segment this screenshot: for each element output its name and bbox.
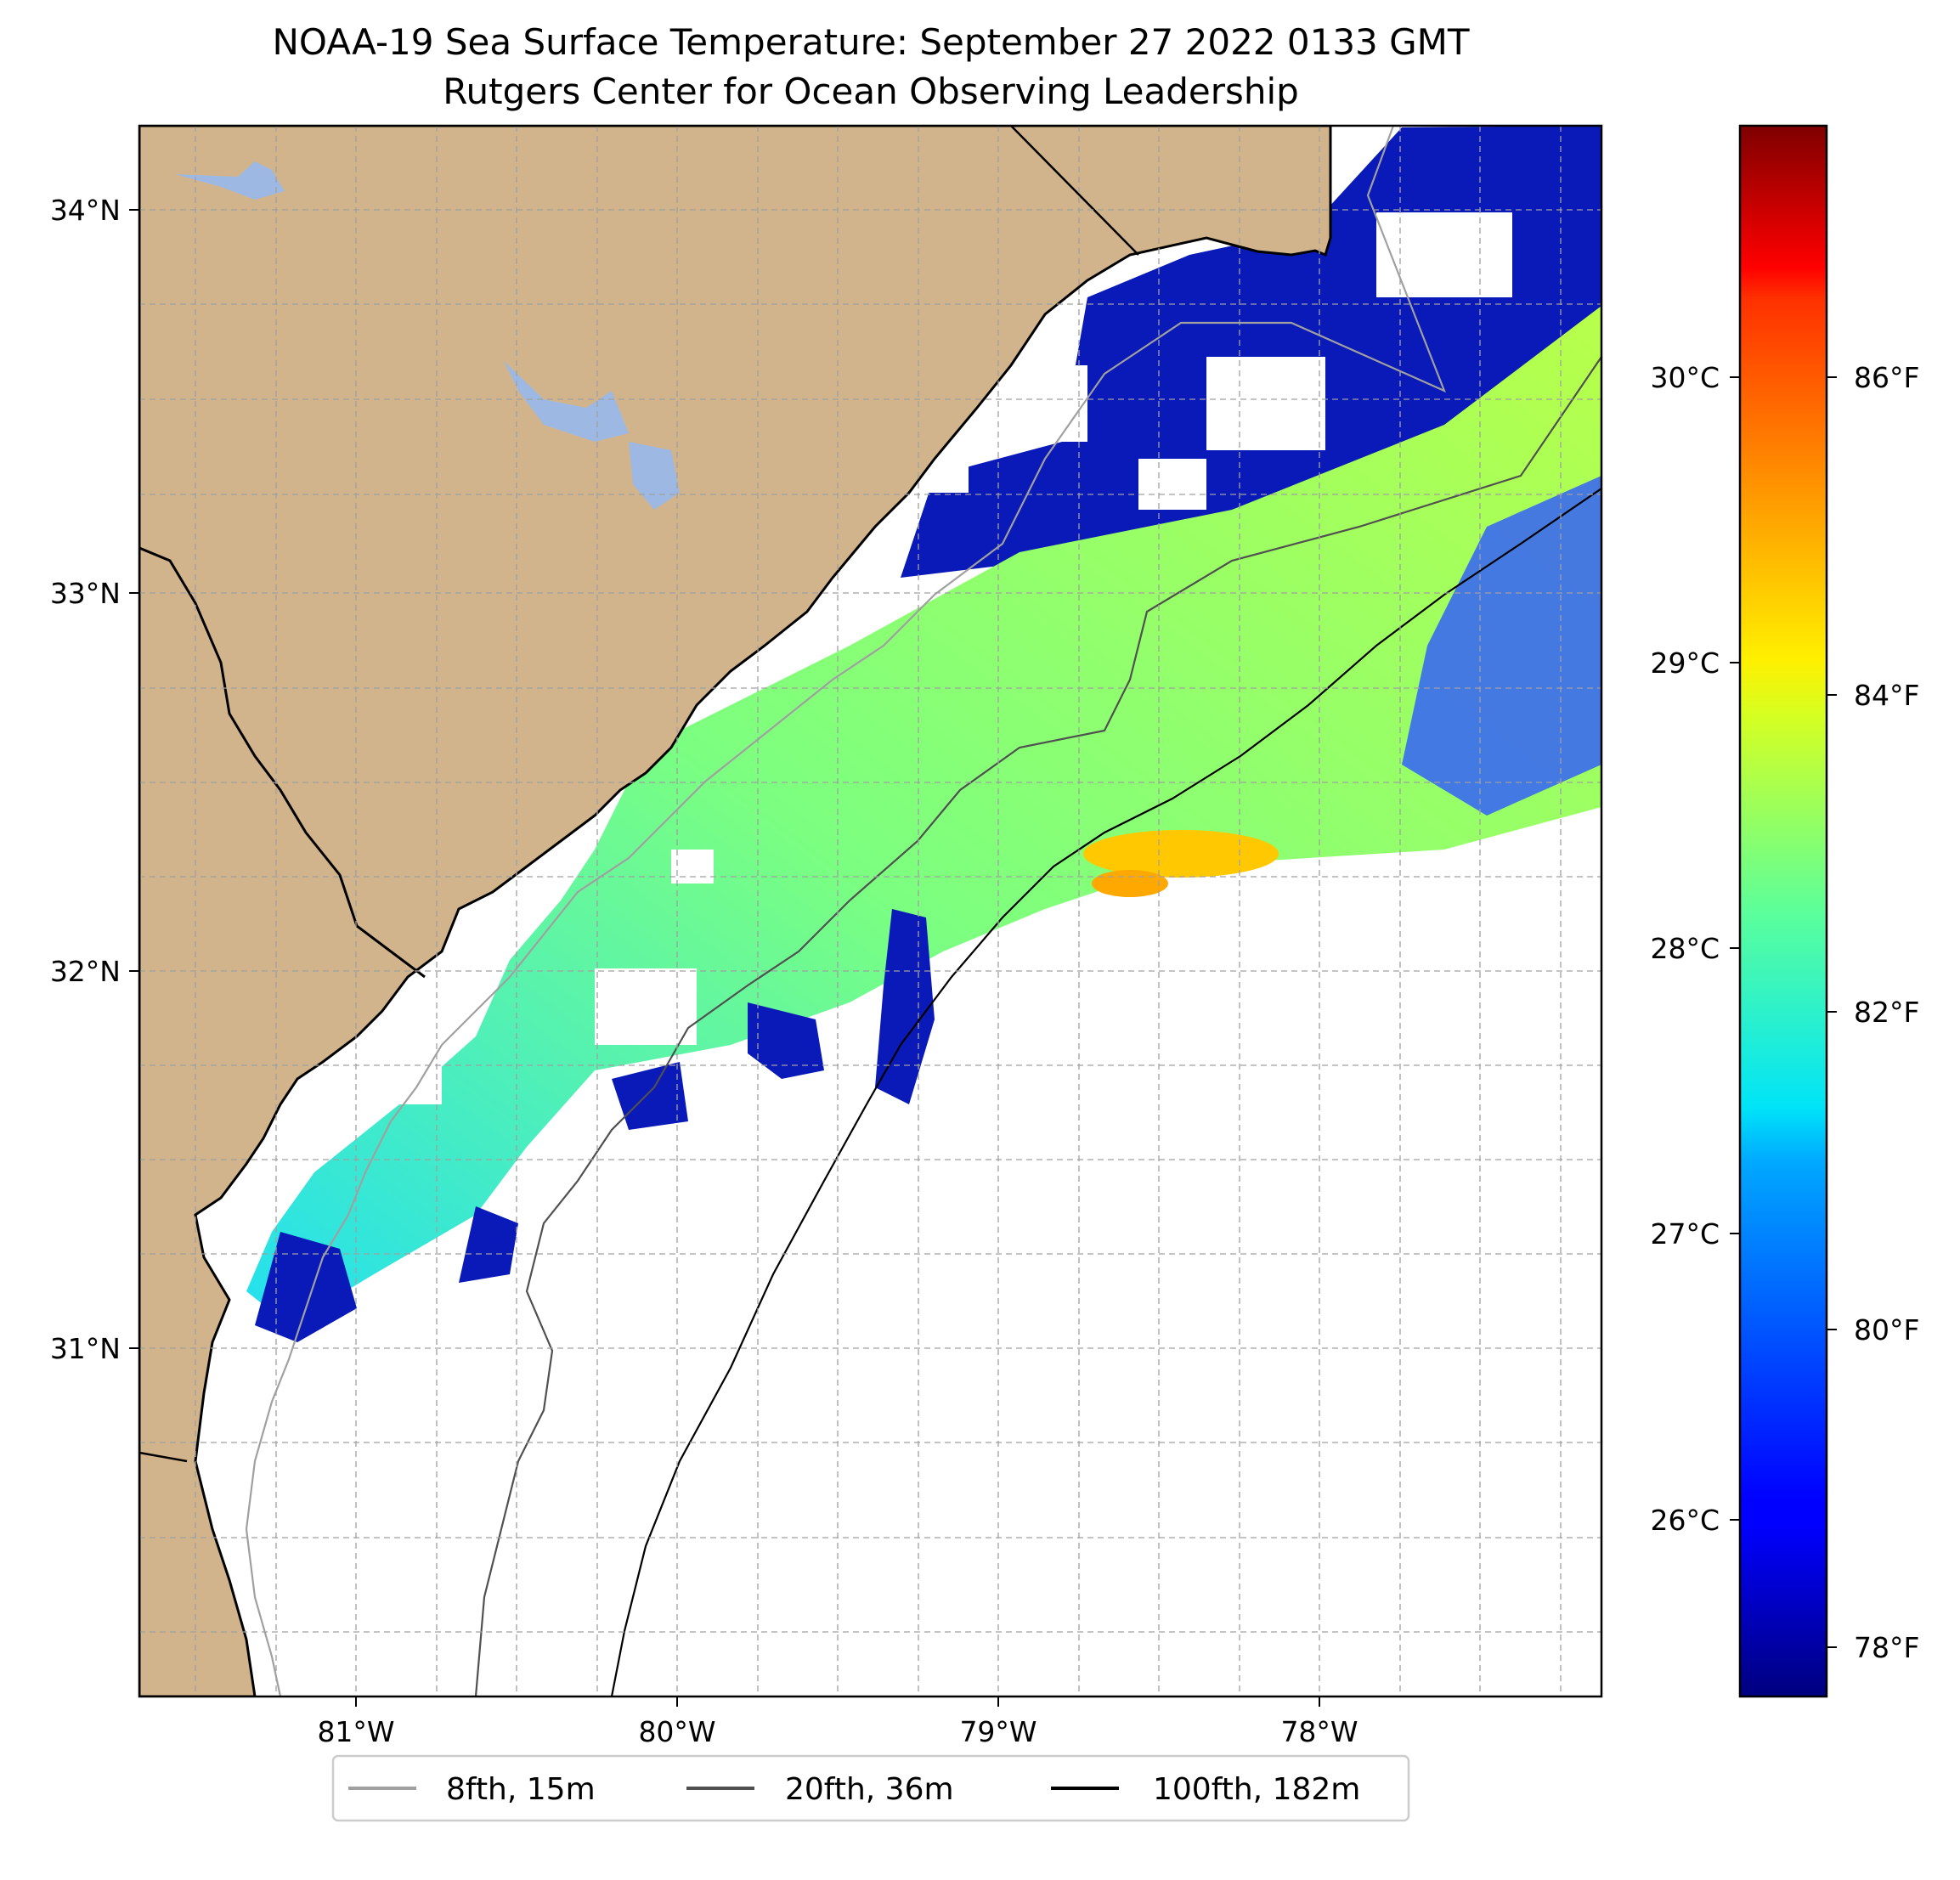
contour-20fth xyxy=(474,356,1601,1697)
colorbar-celsius-ticks: 30°C 29°C 28°C 27°C 26°C xyxy=(1650,361,1740,1537)
sst-cool-pocket-3 xyxy=(255,1232,357,1342)
map-frame xyxy=(138,124,1603,1698)
lon-label-79: 79°W xyxy=(959,1715,1036,1748)
cbar-c-28: 28°C xyxy=(1650,932,1720,965)
sst-east-cool xyxy=(1402,476,1601,816)
lake-moultrie xyxy=(629,442,680,510)
cbar-f-86: 86°F xyxy=(1854,361,1919,394)
cbar-c-30: 30°C xyxy=(1650,361,1720,394)
state-border-2 xyxy=(1010,126,1139,256)
cbar-f-84: 84°F xyxy=(1854,679,1919,712)
state-border-1 xyxy=(139,546,426,979)
lake-murray xyxy=(175,161,285,200)
lon-label-78: 78°W xyxy=(1280,1715,1358,1748)
colorbar-fahrenheit-ticks: 86°F 84°F 82°F 80°F 78°F xyxy=(1827,361,1919,1664)
lon-axis: 81°W 80°W 79°W 78°W xyxy=(317,1697,1358,1748)
legend-label-8fth: 8fth, 15m xyxy=(446,1772,596,1807)
cbar-f-80: 80°F xyxy=(1854,1313,1919,1346)
lon-label-80: 80°W xyxy=(638,1715,715,1748)
sst-warm-core-2 xyxy=(1092,870,1168,897)
lat-label-32: 32°N xyxy=(50,955,121,988)
state-border-3 xyxy=(139,1451,188,1463)
legend-label-20fth: 20fth, 36m xyxy=(785,1772,954,1807)
lon-label-81: 81°W xyxy=(317,1715,394,1748)
legend-box xyxy=(331,1754,1410,1822)
legend-entry-20fth: 20fth, 36m xyxy=(686,1772,954,1807)
contour-100fth xyxy=(610,488,1601,1697)
cbar-c-29: 29°C xyxy=(1650,646,1720,680)
sst-field xyxy=(246,126,1601,1342)
lat-axis: 34°N 33°N 32°N 31°N xyxy=(50,194,139,1365)
colorbar: 30°C 29°C 28°C 27°C 26°C 86°F 84°F 82°F … xyxy=(1650,124,1919,1698)
cbar-f-78: 78°F xyxy=(1854,1631,1919,1664)
sst-cool-pocket-1 xyxy=(875,909,935,1104)
colorbar-gradient xyxy=(1738,124,1828,1698)
legend-entry-8fth: 8fth, 15m xyxy=(348,1772,596,1807)
gridlines xyxy=(139,126,1601,1697)
map-panel[interactable] xyxy=(139,126,1601,1697)
legend-label-100fth: 100fth, 182m xyxy=(1153,1772,1360,1807)
cbar-c-26: 26°C xyxy=(1650,1504,1720,1537)
lat-label-31: 31°N xyxy=(50,1332,121,1365)
sst-cool-pocket-2 xyxy=(748,1002,824,1079)
sst-main-band xyxy=(246,306,1601,1325)
lat-label-34: 34°N xyxy=(50,194,121,227)
map-title: NOAA-19 Sea Surface Temperature: Septemb… xyxy=(272,21,1469,63)
sst-cool-pocket-5 xyxy=(612,1062,688,1130)
cbar-f-82: 82°F xyxy=(1854,996,1919,1029)
sst-cool-pocket-4 xyxy=(459,1206,518,1283)
lat-label-33: 33°N xyxy=(50,577,121,610)
contour-8fth xyxy=(245,126,1447,1697)
legend: 8fth, 15m 20fth, 36m 100fth, 182m xyxy=(331,1754,1410,1822)
legend-entry-100fth: 100fth, 182m xyxy=(1051,1772,1360,1807)
map-subtitle: Rutgers Center for Ocean Observing Leade… xyxy=(443,71,1299,112)
sst-warm-core xyxy=(1083,830,1279,878)
cbar-c-27: 27°C xyxy=(1650,1217,1720,1251)
